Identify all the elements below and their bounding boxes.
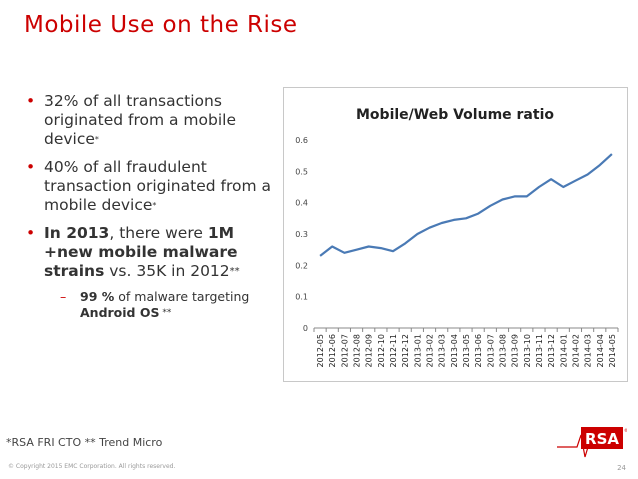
x-tick-label: 2013-02 <box>426 334 435 367</box>
series-line <box>319 153 613 257</box>
x-tick-label: 2013-10 <box>523 334 532 367</box>
x-tick-label: 2013-09 <box>511 334 520 367</box>
page-number: 24 <box>617 464 626 472</box>
bullet-item: In 2013, there were 1M +new mobile malwa… <box>26 224 288 321</box>
bullet-text: 40% of all fraudulent transaction origin… <box>44 158 271 214</box>
footnote-mark: * <box>94 135 99 144</box>
y-tick-label: 0.6 <box>295 136 308 145</box>
x-tick-label: 2013-04 <box>450 334 459 367</box>
footnote-mark: ** <box>229 266 240 277</box>
footnote-mark: ** <box>159 308 172 318</box>
y-tick-label: 0.1 <box>295 293 308 302</box>
x-tick-label: 2012-07 <box>340 334 349 367</box>
x-tick-label: 2012-12 <box>401 334 410 367</box>
x-tick-label: 2013-07 <box>486 334 495 367</box>
x-tick-label: 2014-01 <box>559 334 568 367</box>
x-tick-label: 2014-05 <box>608 334 617 367</box>
x-tick-label: 2013-12 <box>547 334 556 367</box>
sub-bullet-item: – 99 % of malware targeting Android OS *… <box>44 289 288 321</box>
slide-title: Mobile Use on the Rise <box>24 12 298 38</box>
rsa-logo: RSA ® <box>557 427 627 458</box>
x-tick-label: 2012-11 <box>389 334 398 367</box>
bullet-item: 32% of all transactions originated from … <box>26 92 288 149</box>
x-tick-label: 2013-01 <box>413 334 422 367</box>
sub-bullet-bold-os: Android OS <box>80 305 160 320</box>
bullet-list: 32% of all transactions originated from … <box>26 92 288 330</box>
sub-bullet-text: of malware targeting <box>114 289 250 304</box>
x-tick-label: 2014-02 <box>571 334 580 367</box>
svg-text:®: ® <box>624 428 627 433</box>
x-tick-label: 2014-04 <box>596 334 605 367</box>
copyright-notice: © Copyright 2015 EMC Corporation. All ri… <box>8 463 176 470</box>
bullet-text: , there were <box>109 224 208 242</box>
x-tick-label: 2013-05 <box>462 334 471 367</box>
footnote: *RSA FRI CTO ** Trend Micro <box>6 436 163 449</box>
x-tick-label: 2012-05 <box>316 334 325 367</box>
y-tick-label: 0.2 <box>295 261 308 270</box>
chart-container: Mobile/Web Volume ratio 0 0.1 0.2 0.3 0.4 0.5 0… <box>283 87 628 382</box>
x-tick-label: 2013-08 <box>498 334 507 367</box>
x-tick-label: 2012-10 <box>377 334 386 367</box>
y-tick-label: 0.4 <box>295 199 308 208</box>
y-tick-label: 0.3 <box>295 230 308 239</box>
bullet-bold-count: 1M +new mobile malware strains <box>44 224 238 280</box>
x-tick-label: 2014-03 <box>584 334 593 367</box>
line-chart: Mobile/Web Volume ratio 0 0.1 0.2 0.3 0.4 0.5 0… <box>295 107 619 367</box>
x-tick-label: 2013-03 <box>438 334 447 367</box>
bullet-bold-year: In 2013 <box>44 224 110 242</box>
footnote-mark: * <box>152 201 157 210</box>
bullet-text: 32% of all transactions originated from … <box>44 92 237 148</box>
sub-bullet-bold: 99 % <box>80 289 115 304</box>
y-tick-label: 0 <box>303 324 308 333</box>
y-tick-label: 0.5 <box>295 167 308 176</box>
sub-bullet-dash: – <box>60 289 67 304</box>
x-tick-label: 2012-09 <box>365 334 374 367</box>
x-tick-label: 2012-08 <box>353 334 362 367</box>
bullet-text: vs. 35K in 2012 <box>104 262 230 280</box>
x-tick-label: 2013-11 <box>535 334 544 367</box>
bullet-item: 40% of all fraudulent transaction origin… <box>26 158 288 215</box>
logo-text: RSA <box>585 430 619 448</box>
x-tick-label: 2013-06 <box>474 334 483 367</box>
x-tick-label: 2012-06 <box>328 334 337 367</box>
chart-title: Mobile/Web Volume ratio <box>356 107 554 123</box>
